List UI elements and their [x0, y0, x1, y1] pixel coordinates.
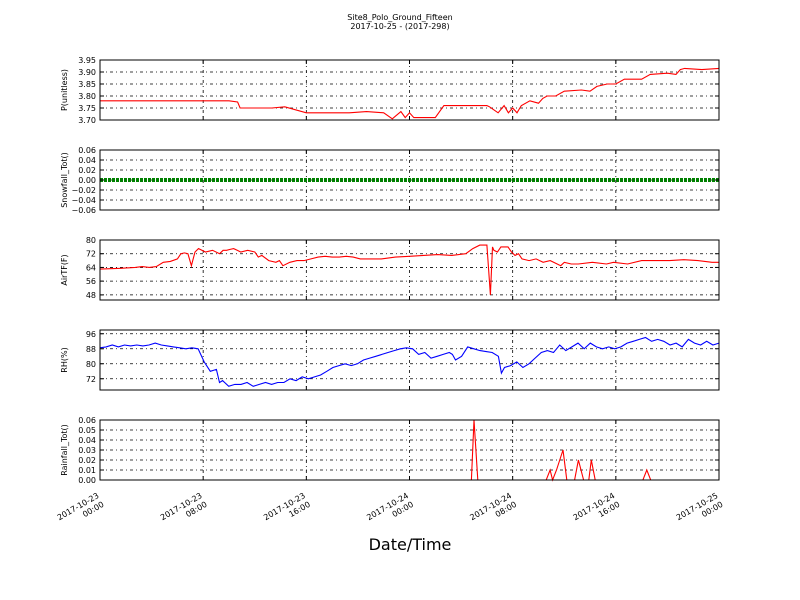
y-tick-label: 0.00	[78, 176, 96, 185]
y-axis-label: P(unitless)	[60, 69, 69, 111]
chart-subtitle: 2017-10-25 - (2017-298)	[350, 22, 449, 31]
y-tick-label: −0.02	[71, 186, 96, 195]
y-tick-label: −0.06	[71, 206, 96, 215]
y-tick-label: 3.90	[78, 68, 96, 77]
y-tick-label: 64	[86, 263, 96, 272]
chart-title: Site8_Polo_Ground_Fifteen	[347, 13, 452, 22]
x-axis-label: Date/Time	[369, 535, 452, 554]
y-tick-label: 72	[86, 250, 96, 259]
y-tick-label: 88	[86, 345, 96, 354]
y-tick-label: 0.04	[78, 156, 96, 165]
y-tick-label: 0.00	[78, 476, 96, 485]
y-axis-label: AirTF(F)	[60, 254, 69, 285]
y-axis-label: Snowfall_Tot()	[60, 152, 69, 208]
y-tick-label: 0.03	[78, 446, 96, 455]
y-tick-label: 96	[86, 330, 96, 339]
y-tick-label: 80	[86, 360, 96, 369]
y-tick-label: 0.04	[78, 436, 96, 445]
y-tick-label: −0.04	[71, 196, 96, 205]
y-axis-label: RH(%)	[60, 347, 69, 372]
panel-4: 0.000.010.020.030.040.050.06 Rainfall_Tot…	[60, 416, 720, 485]
y-tick-label: 0.01	[78, 466, 96, 475]
y-tick-label: 0.06	[78, 146, 96, 155]
y-tick-label: 3.75	[78, 104, 96, 113]
y-tick-label: 0.02	[78, 456, 96, 465]
y-tick-label: 3.80	[78, 92, 96, 101]
y-tick-label: 0.05	[78, 426, 96, 435]
series-line-3	[99, 336, 720, 387]
series-line-2	[99, 244, 719, 295]
y-tick-label: 72	[86, 375, 96, 384]
y-tick-label: 80	[86, 236, 96, 245]
y-tick-label: 3.70	[78, 116, 96, 125]
y-axis-label: Rainfall_Tot()	[60, 424, 69, 476]
y-tick-label: 56	[86, 277, 96, 286]
panel-3: 72 80 88 96 RH(%)	[60, 329, 720, 391]
panel-0: 3.70 3.75 3.80 3.85 3.90 3.95 P(unitless)	[60, 56, 720, 125]
y-tick-label: 48	[86, 291, 96, 300]
y-tick-label: 3.85	[78, 80, 96, 89]
y-tick-label: 3.95	[78, 56, 96, 65]
y-tick-label: 0.02	[78, 166, 96, 175]
y-tick-label: 0.06	[78, 416, 96, 425]
panel-1: −0.06−0.04−0.020.000.020.040.06 Snowfall_…	[60, 146, 720, 215]
panel-2: 48 56 64 72 80 AirTF(F)	[60, 236, 720, 301]
series-line-0	[100, 67, 720, 120]
